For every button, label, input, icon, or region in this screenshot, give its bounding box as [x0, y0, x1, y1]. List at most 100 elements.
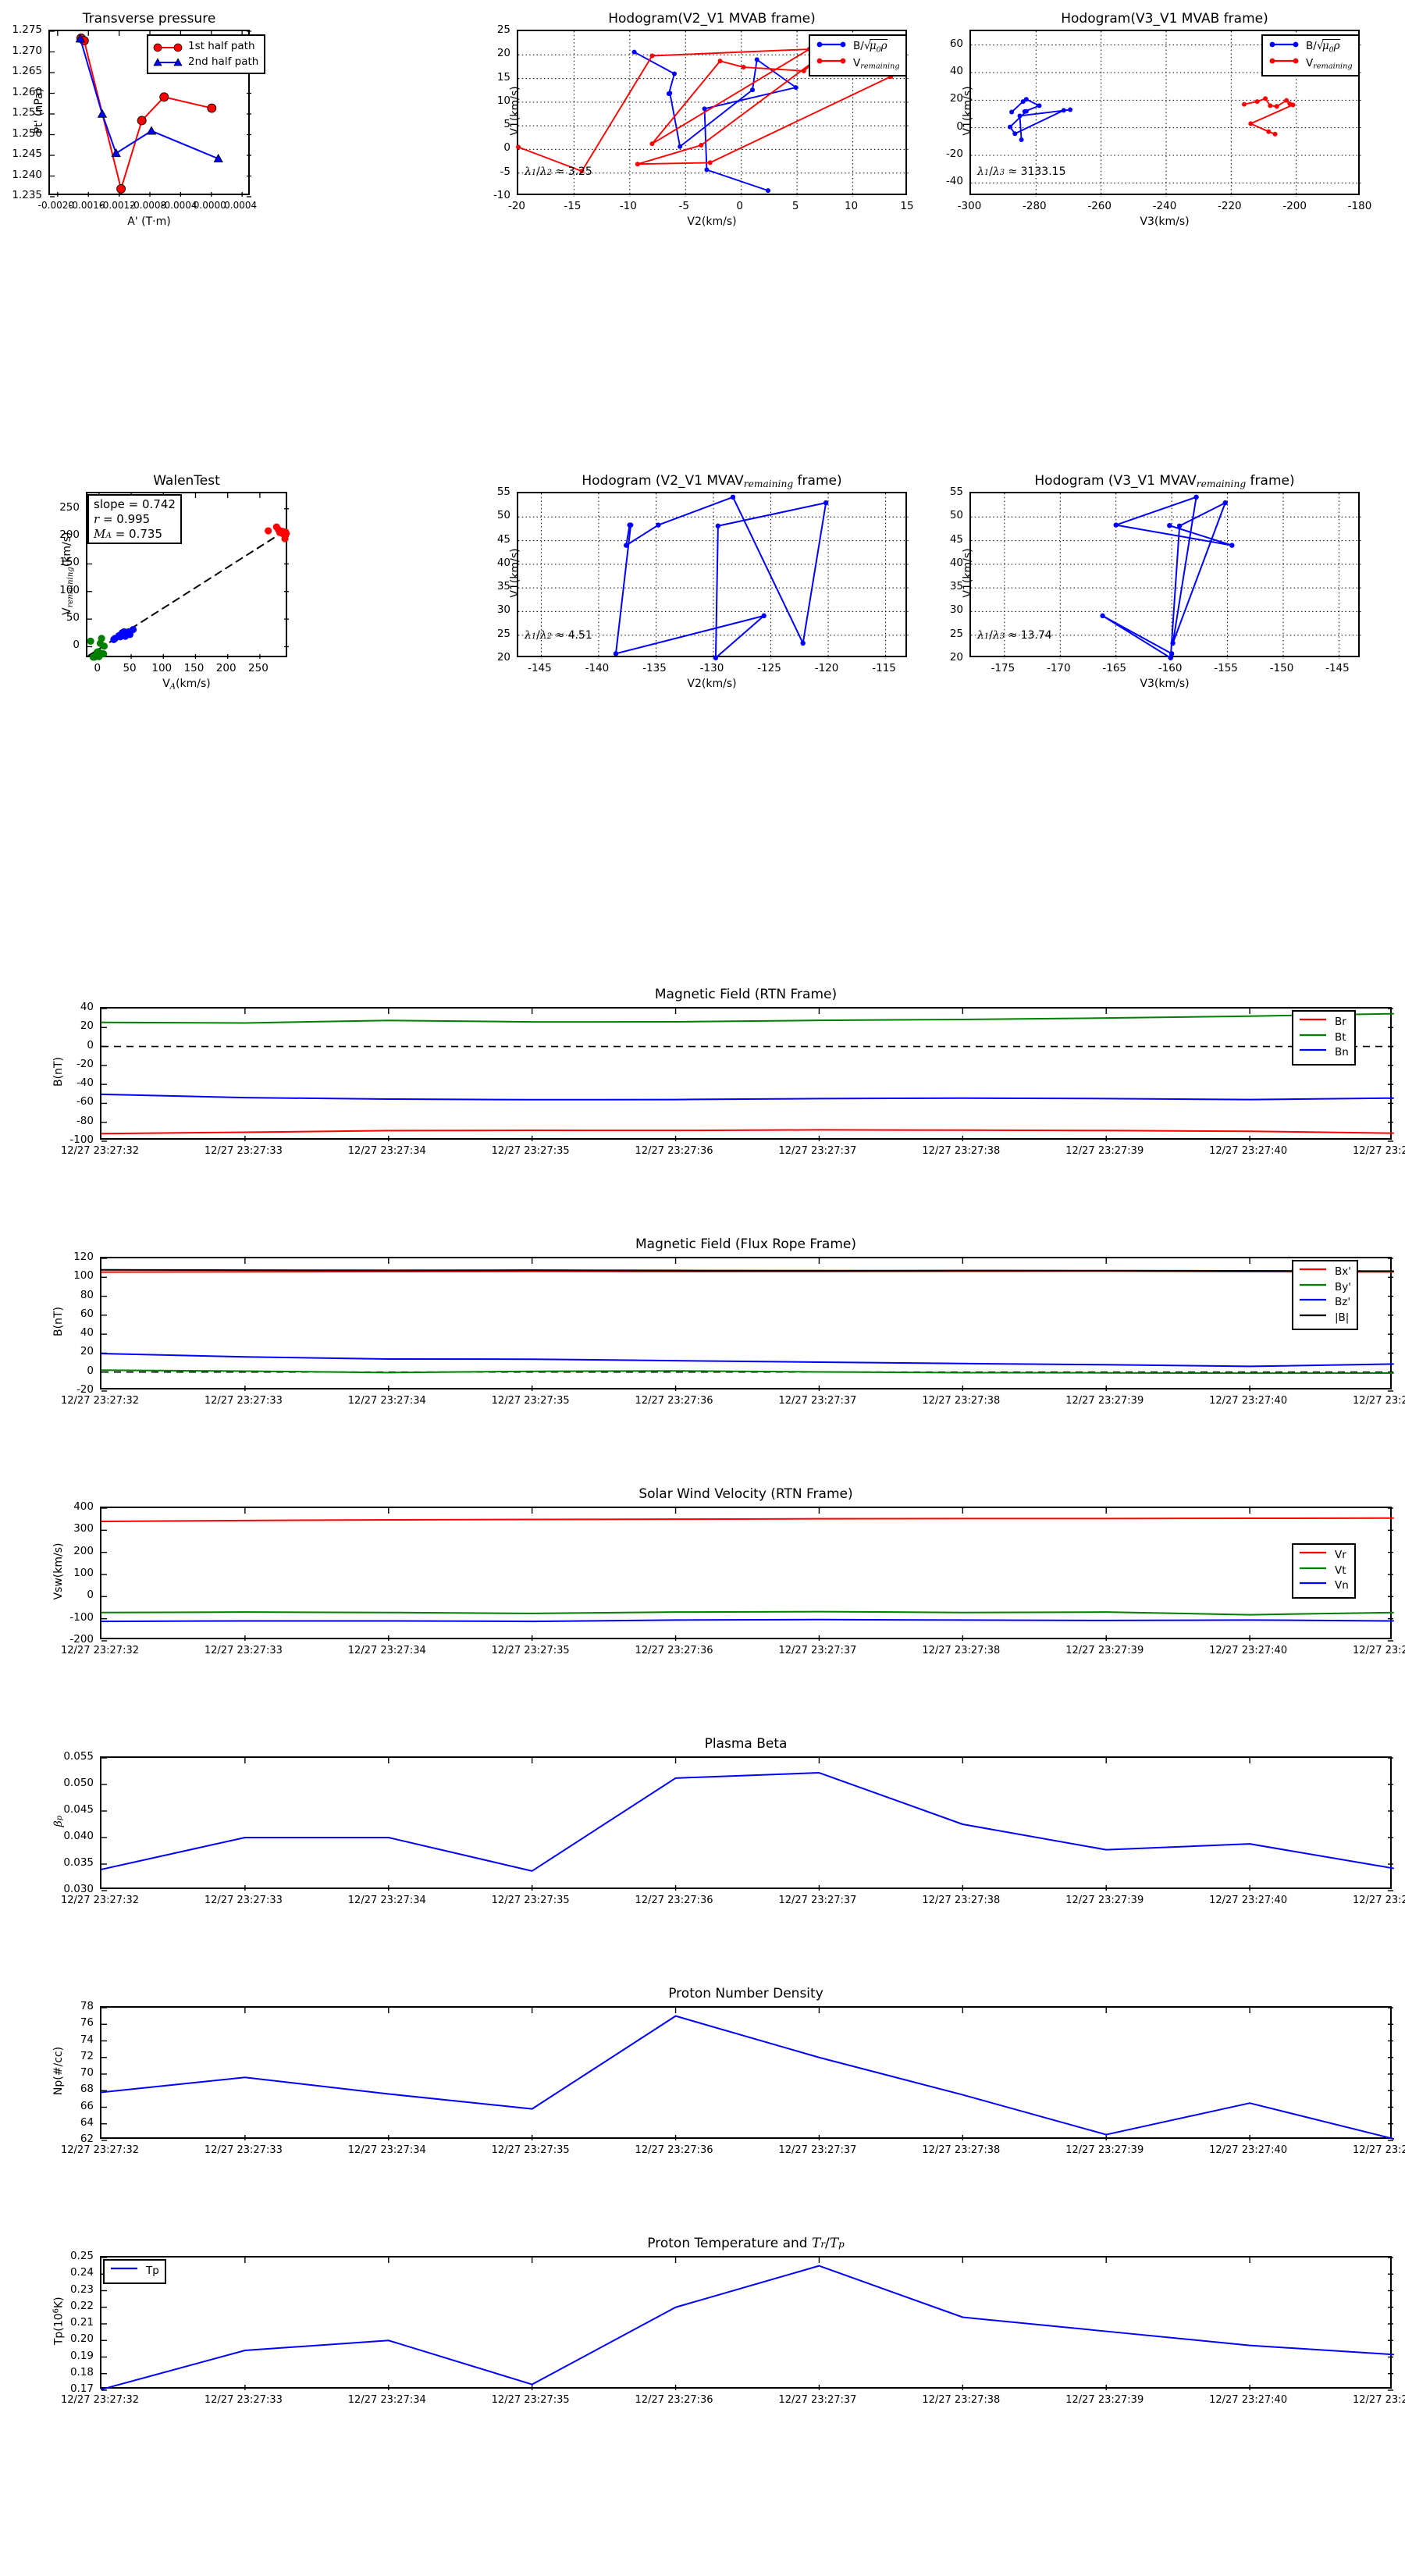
- xtick-label: 12/27 23:27:32: [61, 1145, 139, 1157]
- xtick-label: 5: [791, 200, 799, 212]
- plot-title-transverse-pressure: Transverse pressure: [82, 11, 216, 27]
- xtick-label: 12/27 23:27:35: [491, 1895, 570, 1906]
- ytick-label: 100: [59, 583, 80, 596]
- xtick-label: 12/27 23:27:39: [1065, 1145, 1144, 1157]
- ytick-label: 0.040: [63, 1830, 94, 1842]
- axes-proton-temperature: [100, 2256, 1394, 2391]
- ytick-label: -5: [500, 165, 510, 178]
- ytick-label: 62: [80, 2133, 94, 2145]
- legend-row: 1st half path: [152, 39, 258, 55]
- axis-ylabel: V1(km/s): [962, 86, 974, 136]
- xtick-label: 12/27 23:27:41: [1353, 2394, 1405, 2406]
- ytick-label: 30: [496, 603, 510, 617]
- legend-row-b-alfven: B/μ0ρ: [1267, 38, 1353, 55]
- xtick-label: 100: [151, 662, 173, 674]
- xtick-label: 150: [183, 662, 205, 674]
- xtick-label: 12/27 23:27:33: [204, 1145, 283, 1157]
- plot-title-mag-field-rtn: Magnetic Field (RTN Frame): [654, 987, 838, 1002]
- ytick-label: 20: [80, 1019, 94, 1033]
- legend-label: By': [1335, 1280, 1351, 1293]
- xtick-label: 12/27 23:27:34: [347, 1145, 426, 1157]
- ytick-label: 30: [949, 603, 963, 617]
- legend-row: Vn: [1297, 1578, 1349, 1594]
- ytick-label: 0.055: [63, 1750, 94, 1763]
- ytick-label: 40: [80, 1001, 94, 1013]
- xtick-label: -0.0004: [161, 200, 197, 211]
- lambda-ratio-annotation: λ1/λ3 ≈ 13.74: [977, 629, 1052, 642]
- xtick-label: 12/27 23:27:35: [491, 1645, 570, 1656]
- line-swatch-icon: [1297, 1030, 1329, 1045]
- ytick-label: 45: [949, 532, 963, 546]
- ytick-label: 0.20: [69, 2332, 94, 2346]
- ytick-label: 40: [496, 556, 510, 569]
- legend-row: 2nd half path: [152, 55, 258, 70]
- ytick-label: 66: [80, 2099, 94, 2112]
- ytick-label: 0: [87, 1589, 94, 1602]
- legend-row: Bn: [1297, 1045, 1349, 1061]
- xtick-label: 12/27 23:27:35: [491, 2394, 570, 2406]
- legend-label: Tp: [146, 2265, 159, 2277]
- xtick-label: 12/27 23:27:41: [1353, 2144, 1405, 2156]
- ytick-label: 250: [59, 500, 80, 514]
- xtick-label: 12/27 23:27:39: [1065, 1895, 1144, 1906]
- xtick-label: -125: [757, 662, 781, 674]
- ytick-label: -100: [69, 1610, 94, 1624]
- legend-label: 2nd half path: [188, 55, 259, 68]
- xtick-label: 12/27 23:27:33: [204, 1895, 283, 1906]
- legend-row: |B|: [1297, 1311, 1351, 1326]
- lambda-ratio-value: 3133.15: [1020, 165, 1066, 178]
- xtick-label: 12/27 23:27:40: [1209, 1895, 1288, 1906]
- axes-solar-wind-velocity: [100, 1507, 1394, 1642]
- axes-plasma-beta: [100, 1756, 1394, 1891]
- xtick-label: -155: [1214, 662, 1238, 674]
- axis-ylabel-text: Vremaining(km/s): [61, 532, 75, 616]
- ytick-label: 200: [73, 1544, 94, 1557]
- ytick-label: 50: [496, 509, 510, 522]
- xtick-label: -0.0020: [37, 200, 75, 211]
- ytick-label: 45: [496, 532, 510, 546]
- axes-mag-field-fluxrope: [100, 1257, 1394, 1392]
- ytick-label: 1.255: [12, 106, 42, 119]
- ytick-label: 20: [496, 47, 510, 60]
- xtick-label: -160: [1158, 662, 1183, 674]
- ytick-label: 400: [73, 1500, 94, 1513]
- legend-mag-field-rtn: Br Bt Bn: [1292, 1010, 1356, 1066]
- xtick-label: -140: [585, 662, 610, 674]
- legend-label: Vn: [1335, 1579, 1349, 1592]
- ytick-label: 78: [80, 2000, 94, 2012]
- panel-hodogram-v2v1-mvav: Hodogram (V2_V1 MVAVremaining frame) 20 25…: [468, 461, 952, 921]
- plot-title-hodogram-v2v1-mvab: Hodogram(V2_V1 MVAB frame): [608, 11, 816, 27]
- ytick-label: 200: [59, 528, 80, 542]
- ytick-label: 20: [80, 1345, 94, 1358]
- legend-label: 1st half path: [188, 40, 255, 52]
- legend-row-v-remaining: Vremaining: [1267, 55, 1353, 72]
- ytick-label: 50: [66, 611, 80, 624]
- ytick-label: 25: [496, 627, 510, 640]
- xtick-label: 12/27 23:27:39: [1065, 1395, 1144, 1407]
- ytick-label: 0.19: [69, 2349, 94, 2362]
- ytick-label: 10: [496, 94, 510, 107]
- axis-xlabel: V2(km/s): [687, 215, 737, 228]
- xtick-label: 12/27 23:27:38: [922, 1395, 1001, 1407]
- ytick-label: 20: [949, 651, 963, 664]
- xtick-label: 12/27 23:27:40: [1209, 1145, 1288, 1157]
- plot-title-proton-temperature: Proton Temperature and Tr/Tp: [647, 2236, 845, 2251]
- xtick-label: 12/27 23:27:33: [204, 2394, 283, 2406]
- legend-row-b-alfven: B/μ0ρ: [814, 38, 900, 55]
- xtick-label: -260: [1087, 200, 1112, 212]
- xtick-label: 12/27 23:27:39: [1065, 1645, 1144, 1656]
- axis-ylabel: V1(km/s): [509, 548, 521, 598]
- ytick-label: 1.265: [12, 65, 42, 77]
- panel-mag-field-fluxrope: Magnetic Field (Flux Rope Frame) -20 0 20 40…: [0, 1216, 1405, 1435]
- ytick-label: 1.250: [12, 126, 42, 140]
- plot-title-proton-number-density: Proton Number Density: [668, 1986, 823, 2001]
- legend-label-v-remaining: Vremaining: [1306, 56, 1353, 70]
- legend-row: Bt: [1297, 1030, 1349, 1046]
- legend-label-b-alfven: B/μ0ρ: [853, 38, 887, 55]
- xtick-label: 12/27 23:27:41: [1353, 1395, 1405, 1407]
- walen-slope: slope = 0.742: [94, 497, 176, 511]
- ytick-label: 25: [949, 627, 963, 640]
- ytick-label: 0.25: [69, 2250, 94, 2262]
- xtick-label: 0.0004: [224, 200, 258, 211]
- legend-hodogram-v3v1-mvab: B/μ0ρ Vremaining: [1261, 34, 1360, 77]
